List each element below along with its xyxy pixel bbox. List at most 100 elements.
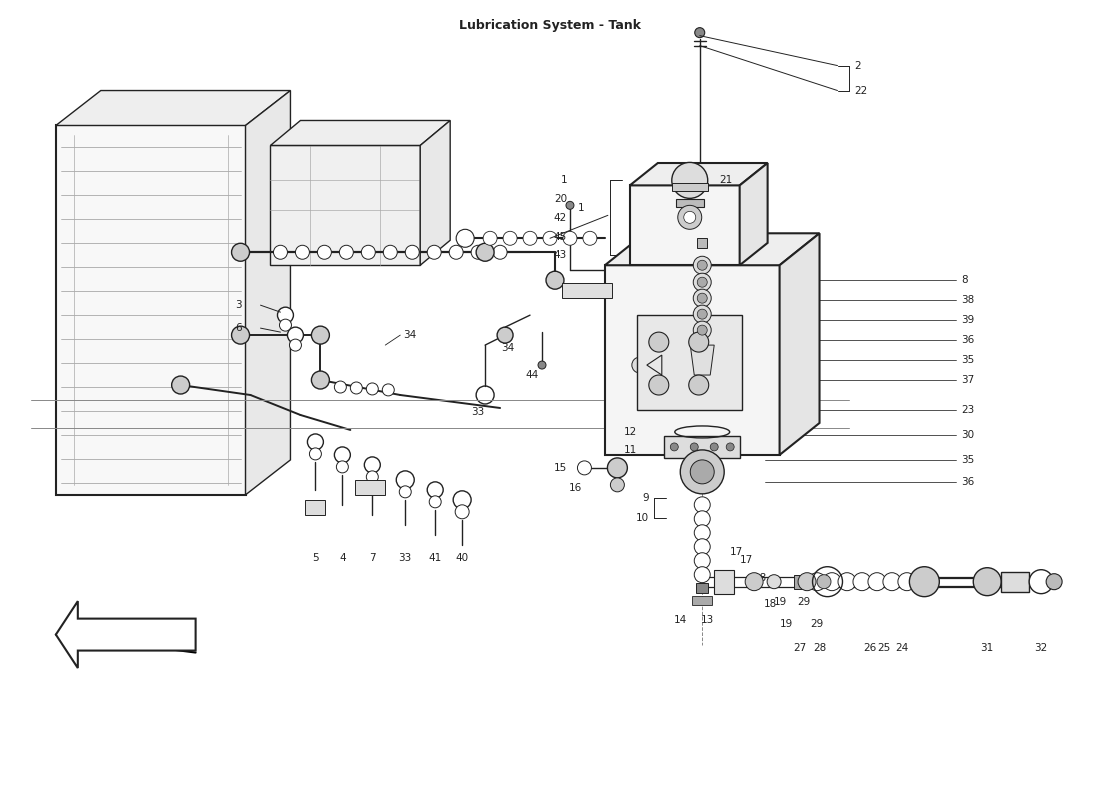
Text: 31: 31 — [980, 642, 994, 653]
Circle shape — [649, 332, 669, 352]
Polygon shape — [691, 345, 714, 375]
Text: 19: 19 — [780, 618, 793, 629]
Circle shape — [296, 246, 309, 259]
Circle shape — [383, 246, 397, 259]
Circle shape — [680, 450, 724, 494]
Circle shape — [694, 511, 711, 526]
Circle shape — [649, 375, 669, 395]
Circle shape — [307, 434, 323, 450]
Circle shape — [334, 381, 346, 393]
Circle shape — [694, 566, 711, 582]
Circle shape — [852, 573, 871, 590]
Circle shape — [697, 293, 707, 303]
Circle shape — [277, 307, 294, 323]
Text: 33: 33 — [398, 553, 411, 562]
Circle shape — [868, 573, 886, 590]
Circle shape — [689, 375, 708, 395]
Text: 34: 34 — [404, 330, 417, 340]
Text: 26: 26 — [864, 642, 877, 653]
Circle shape — [693, 274, 712, 291]
Circle shape — [689, 332, 708, 352]
Circle shape — [817, 574, 830, 589]
Circle shape — [340, 246, 353, 259]
Polygon shape — [56, 126, 245, 495]
Text: 35: 35 — [961, 355, 975, 365]
Circle shape — [538, 361, 546, 369]
Text: 28: 28 — [813, 642, 827, 653]
Circle shape — [311, 371, 329, 389]
Text: 11: 11 — [624, 445, 637, 455]
Circle shape — [361, 246, 375, 259]
Text: 18: 18 — [764, 598, 778, 609]
Circle shape — [1030, 570, 1053, 594]
Circle shape — [823, 573, 842, 590]
Circle shape — [405, 246, 419, 259]
Circle shape — [453, 491, 471, 509]
Text: 38: 38 — [961, 295, 975, 305]
Circle shape — [274, 246, 287, 259]
Circle shape — [898, 573, 916, 590]
Text: 44: 44 — [526, 370, 539, 380]
Text: 8: 8 — [961, 275, 968, 286]
Circle shape — [583, 231, 597, 246]
Text: 25: 25 — [878, 642, 891, 653]
Circle shape — [334, 447, 350, 463]
Bar — [696, 582, 708, 593]
Circle shape — [697, 309, 707, 319]
Text: 43: 43 — [553, 250, 566, 260]
Text: 19: 19 — [774, 597, 788, 606]
Polygon shape — [630, 163, 768, 186]
Circle shape — [563, 231, 578, 246]
Circle shape — [427, 246, 441, 259]
Circle shape — [427, 482, 443, 498]
Polygon shape — [56, 90, 290, 126]
Polygon shape — [245, 90, 290, 495]
Circle shape — [672, 162, 707, 198]
Circle shape — [697, 325, 707, 335]
Circle shape — [748, 353, 766, 371]
Circle shape — [684, 211, 695, 223]
Circle shape — [910, 566, 939, 597]
Circle shape — [578, 461, 592, 475]
Text: 3: 3 — [235, 300, 242, 310]
Circle shape — [232, 326, 250, 344]
Text: 36: 36 — [961, 477, 975, 487]
Circle shape — [691, 460, 714, 484]
Text: 10: 10 — [636, 513, 649, 522]
Text: 39: 39 — [961, 315, 975, 325]
Circle shape — [311, 326, 329, 344]
Circle shape — [607, 458, 627, 478]
Text: 34: 34 — [502, 343, 515, 353]
Text: 40: 40 — [455, 553, 469, 562]
Text: 9: 9 — [642, 493, 649, 503]
Text: 21: 21 — [719, 175, 733, 186]
Polygon shape — [420, 121, 450, 266]
Circle shape — [974, 568, 1001, 596]
Text: 1: 1 — [579, 203, 587, 214]
Circle shape — [751, 402, 763, 414]
Circle shape — [232, 243, 250, 262]
Circle shape — [693, 289, 712, 307]
Circle shape — [503, 231, 517, 246]
Circle shape — [678, 206, 702, 230]
Circle shape — [799, 573, 816, 590]
Circle shape — [631, 357, 648, 373]
Text: 35: 35 — [961, 455, 975, 465]
Circle shape — [476, 243, 494, 262]
Bar — [1001, 572, 1030, 592]
Circle shape — [726, 443, 734, 451]
Circle shape — [711, 443, 718, 451]
Bar — [605, 266, 780, 455]
Circle shape — [399, 486, 411, 498]
Text: 14: 14 — [673, 614, 686, 625]
Circle shape — [767, 574, 781, 589]
Text: 24: 24 — [895, 642, 909, 653]
Text: 4: 4 — [339, 553, 345, 562]
Circle shape — [695, 28, 705, 38]
Circle shape — [745, 573, 763, 590]
Text: 20: 20 — [553, 194, 566, 204]
Polygon shape — [605, 234, 820, 266]
Text: 13: 13 — [701, 614, 714, 625]
Circle shape — [456, 230, 474, 247]
Text: 6: 6 — [235, 323, 242, 333]
